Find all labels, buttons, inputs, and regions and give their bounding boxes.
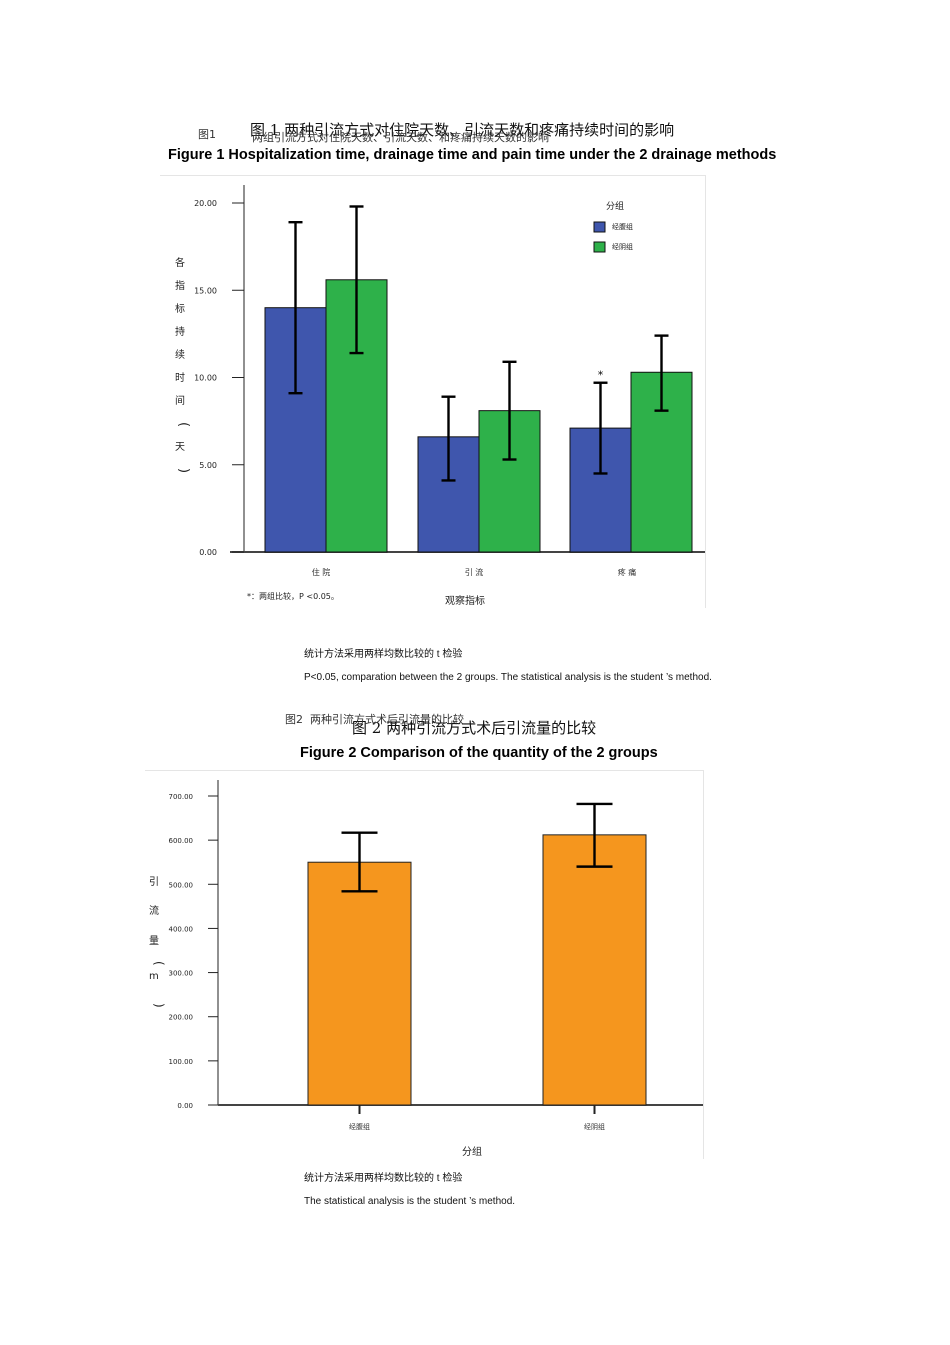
y-axis-label-char: ) [152,1003,166,1008]
y-axis-label-char: 天 [175,442,185,453]
y-tick-label: 100.00 [169,1058,194,1066]
y-tick-label: 5.00 [199,461,217,470]
legend-label: 经腹组 [612,222,633,231]
figure2-subtitle-cn: 两种引流方式术后引流量的比较 [310,713,464,726]
y-axis-label-char: 持 [175,325,185,338]
y-tick-label: 400.00 [169,925,194,933]
y-tick-label: 0.00 [177,1102,193,1110]
figure2-note-en: The statistical analysis is the student … [304,1196,516,1207]
y-axis-label-char: 流 [149,904,159,917]
y-tick-label: 20.00 [194,199,217,208]
legend-label: 经阴组 [612,242,633,251]
legend-swatch [593,221,606,233]
y-axis-label-char: m [149,971,159,982]
footnote: *：两组比较，P <0.05。 [247,591,339,601]
figure2-title-cn: 图 2 两种引流方式术后引流量的比较 [352,719,597,737]
x-tick-label: 疼 痛 [618,567,637,577]
y-tick-label: 10.00 [194,374,217,383]
y-axis-label-char: 引 [149,876,159,888]
x-tick-label: 经腹组 [349,1122,370,1131]
bar [307,861,412,1106]
y-axis-label-char: ( [176,422,191,427]
figure1-title-cn: 图 1 两种引流方式对住院天数、引流天数和疼痛持续时间的影响 [250,121,675,139]
y-axis-label-char: 量 [149,935,159,947]
y-tick-label: 500.00 [169,881,194,889]
y-tick-label: 600.00 [169,837,194,845]
x-axis-label: 观察指标 [445,594,485,607]
legend-swatch [593,241,606,253]
y-axis-label-char: 标 [175,303,185,315]
y-axis-label-char: ) [176,468,191,473]
y-axis-label-char: 时 [175,372,185,384]
y-tick-label: 0.00 [199,548,217,557]
y-tick-label: 15.00 [194,286,217,295]
figure2-label: 图2 [285,713,303,726]
bar [542,834,647,1106]
y-tick-label: 300.00 [169,970,194,978]
y-axis-label-char: 各 [175,256,185,269]
figure1-note-cn: 统计方法采用两样均数比较的 t 检验 [304,649,463,660]
y-axis-label-char: ( [152,961,166,966]
x-axis-label: 分组 [462,1145,482,1158]
legend-title: 分组 [606,200,624,212]
x-tick-label: 引 流 [465,567,484,577]
y-tick-label: 200.00 [169,1014,194,1022]
figure2-note-cn: 统计方法采用两样均数比较的 t 检验 [304,1173,463,1184]
figure1-note-en: P<0.05, comparation between the 2 groups… [304,672,712,683]
y-axis-label-char: 续 [175,348,185,361]
y-axis-label-char: 指 [175,279,185,292]
y-tick-label: 700.00 [169,793,194,801]
significance-marker: * [598,369,604,382]
figure1-subtitle-cn: 两组引流方式对住院天数、引流天数、和疼痛持续天数的影响 [252,131,549,144]
figure1-title-en: Figure 1 Hospitalization time, drainage … [168,147,777,163]
figure1-label: 图1 [198,128,216,141]
figure2-title-en: Figure 2 Comparison of the quantity of t… [300,745,658,761]
figure2-chart: 0.00 100.00 200.00 300.00 400.00 500.00 600.00… [149,780,703,1158]
y-axis-label-char: 间 [175,394,185,407]
x-tick-label: 住 院 [312,567,331,577]
x-tick-label: 经阴组 [584,1122,605,1131]
